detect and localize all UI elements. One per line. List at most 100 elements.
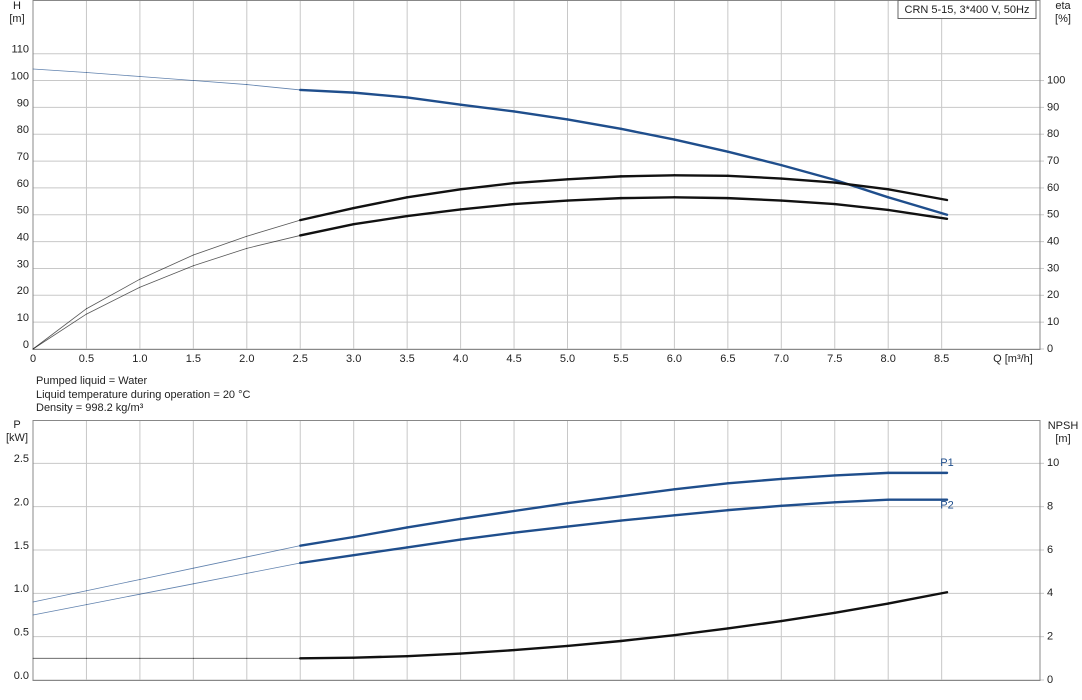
curve-segment: [192, 556, 248, 569]
curve-segment: [352, 91, 409, 99]
note: Density = 998.2 kg/m³: [36, 402, 144, 414]
curve-segment: [833, 602, 890, 615]
curve-segment: [887, 208, 949, 220]
curve-segment: [246, 84, 301, 91]
y-tick-label: 60: [17, 178, 29, 190]
curve-segment: [86, 278, 141, 310]
x-tick-label: 4.5: [506, 353, 521, 365]
curve-segment: [405, 188, 462, 199]
y2-tick-label: 2: [1047, 631, 1053, 643]
curve-segment: [780, 163, 836, 182]
curve-segment: [32, 308, 87, 350]
curve-segment: [780, 177, 836, 184]
curve-segment: [459, 181, 516, 191]
curve-segment: [405, 652, 462, 658]
x-tick-label: 7.0: [774, 353, 789, 365]
curve-segment: [299, 656, 355, 660]
y2-tick-label: 90: [1047, 101, 1059, 113]
y2-tick-label: 0: [1047, 343, 1053, 355]
model-label: CRN 5-15, 3*400 V, 50Hz: [905, 4, 1030, 16]
y-tick-label: 50: [17, 205, 29, 217]
curve-segment: [512, 525, 569, 534]
curve-segment: [619, 514, 676, 522]
curve-segment: [139, 265, 194, 288]
curve-segment: [887, 188, 949, 202]
y2-axis-label: NPSH: [1048, 420, 1079, 432]
curve-segment: [780, 199, 836, 206]
curve-segment: [32, 68, 87, 73]
y-tick-label: 20: [17, 285, 29, 297]
y-axis-label: P: [13, 419, 20, 431]
y2-tick-label: 0: [1047, 674, 1053, 686]
curve-segment: [833, 181, 890, 191]
y-tick-label: 0.5: [14, 627, 29, 639]
curve-segment: [619, 196, 676, 200]
curve-segment: [86, 593, 141, 605]
curve-segment: [673, 482, 730, 491]
curve-segment: [352, 214, 409, 226]
curve-segment: [192, 80, 248, 85]
curve-segment: [299, 206, 355, 222]
note: Liquid temperature during operation = 20…: [36, 389, 251, 401]
curve-segment: [139, 567, 194, 580]
y-axis-unit: [kW]: [6, 432, 28, 444]
curve-segment: [619, 127, 676, 141]
curve-segment: [139, 254, 194, 280]
x-tick-label: 2.5: [293, 353, 308, 365]
y2-tick-label: 40: [1047, 236, 1059, 248]
y2-tick-label: 100: [1047, 74, 1065, 86]
curve-segment: [780, 611, 836, 623]
curve-segment: [192, 573, 248, 585]
x-tick-label: 4.0: [453, 353, 468, 365]
curve-segment: [299, 222, 355, 237]
curve-segment: [192, 247, 248, 267]
curve-segment: [246, 562, 301, 574]
curve-segment: [512, 178, 569, 185]
curve-segment: [459, 103, 516, 113]
x-tick-label: 6.0: [667, 353, 682, 365]
curve-segment: [246, 219, 301, 237]
x-tick-label: 1.5: [186, 353, 201, 365]
plot-frame: [32, 420, 1041, 681]
curve-segment: [726, 504, 783, 512]
curve-segment: [887, 591, 949, 605]
note: Pumped liquid = Water: [36, 375, 148, 387]
y2-tick-label: 20: [1047, 289, 1059, 301]
curve-segment: [459, 531, 516, 541]
y-axis-label: H: [13, 0, 21, 12]
curve-segment: [673, 174, 730, 178]
curve-segment: [405, 96, 462, 106]
curve-segment: [619, 488, 676, 498]
curve-segment: [459, 648, 516, 655]
curve-segment: [139, 76, 194, 81]
curve-segment: [32, 604, 87, 616]
curve-segment: [246, 235, 301, 249]
x-tick-label: 3.0: [346, 353, 361, 365]
curve-segment: [566, 639, 623, 648]
curve-segment: [780, 501, 836, 507]
y-tick-label: 90: [17, 97, 29, 109]
model-box: [897, 0, 1037, 19]
curve-segment: [86, 72, 141, 77]
curve-segment: [86, 286, 141, 315]
y2-axis-unit: [m]: [1055, 433, 1070, 445]
y2-tick-label: 60: [1047, 182, 1059, 194]
curve-segment: [459, 509, 516, 520]
curve-segment: [405, 517, 462, 529]
y-tick-label: 0: [23, 339, 29, 351]
series-label: P1: [940, 457, 953, 469]
y2-tick-label: 50: [1047, 209, 1059, 221]
y2-tick-label: 10: [1047, 316, 1059, 328]
y-tick-label: 110: [11, 44, 29, 56]
y2-tick-label: 8: [1047, 501, 1053, 513]
curve-segment: [673, 627, 730, 637]
curve-segment: [32, 590, 87, 603]
curve-segment: [887, 196, 949, 216]
curve-segment: [566, 495, 623, 505]
curve-segment: [780, 474, 836, 481]
x-tick-label: 1.0: [132, 353, 147, 365]
curve-segment: [566, 196, 623, 202]
x-tick-label: 5.5: [613, 353, 628, 365]
x-tick-label: 8.0: [881, 353, 896, 365]
